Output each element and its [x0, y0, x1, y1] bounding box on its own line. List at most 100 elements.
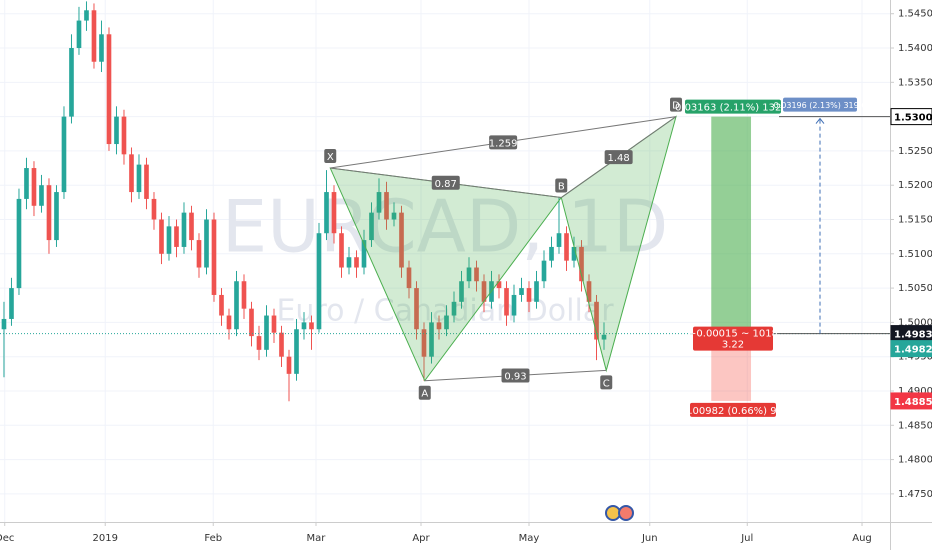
candle-body [151, 198, 157, 220]
candle-body [549, 246, 554, 261]
candle-body [316, 233, 322, 330]
y-tick-label: 1.51000 [898, 249, 932, 260]
ratio-box [604, 150, 633, 165]
candle-body [249, 308, 254, 337]
candle-body [286, 356, 292, 374]
point-label: B [558, 182, 565, 193]
candle-body [384, 192, 389, 220]
candle-body [481, 281, 487, 302]
x-tick-label: Aug [852, 533, 872, 544]
candle-body [406, 267, 412, 289]
candle-body [459, 281, 464, 302]
y-tick-label: 1.48000 [898, 455, 932, 466]
candle-body [99, 34, 104, 62]
candle-body [181, 212, 187, 247]
entry-label: −0.00015 ~ 1018 [688, 329, 778, 340]
ratio-label: 3.22 [722, 340, 744, 351]
candle-body [414, 288, 419, 330]
candle-body [496, 281, 502, 289]
candle-body [91, 10, 97, 62]
candle-body [24, 168, 29, 199]
measure-label-box [783, 97, 857, 112]
candle-body [144, 164, 149, 199]
point-box [600, 375, 613, 390]
x-tick-label: Jul [740, 533, 753, 544]
candle-body [519, 288, 524, 295]
ratio-label: 0.87 [435, 179, 457, 190]
candle-body [586, 281, 592, 302]
candle-body [466, 267, 472, 282]
price-tag-label: 1.49822 [894, 345, 932, 356]
y-tick-label: 1.48500 [898, 420, 932, 431]
candle-body [451, 301, 457, 316]
candle-body [121, 116, 127, 155]
candle-body [271, 315, 277, 333]
candle-body [204, 219, 209, 268]
target-label-box [685, 99, 781, 114]
watermark: EURCAD, 1D [222, 185, 669, 269]
y-tick-label: 1.49500 [898, 352, 932, 363]
candle-body [354, 257, 359, 268]
candle-body [579, 246, 584, 282]
ratio-box [431, 175, 460, 190]
y-tick-label: 1.54000 [898, 43, 932, 54]
candle-body [564, 233, 569, 261]
plot: 1.259 0.87 1.48 0.93 X A B C D0.03163 (2.11%) 13… [0, 1, 890, 417]
candle-body [279, 332, 284, 357]
candle-body [196, 240, 202, 268]
y-tick-label: 1.47500 [898, 489, 932, 500]
candle-body [174, 226, 179, 247]
measure-label: 0.03196 (2.13%) 319.6 [774, 101, 867, 110]
candle-body [16, 198, 22, 289]
price-tag [890, 108, 932, 126]
x-tick-label: Jun [641, 533, 658, 544]
candle-body [429, 322, 434, 357]
ratio-box [501, 368, 530, 383]
candle-body [219, 294, 224, 316]
y-tick-label: 1.51500 [898, 215, 932, 226]
price-tag-label: 1.48855 [894, 397, 932, 408]
candle-body [294, 329, 299, 374]
candle-body [166, 226, 172, 254]
candle-body [136, 164, 142, 193]
x-tick-label: Dec [0, 533, 14, 544]
candle-body [504, 288, 509, 316]
price-tag-label: 1.53000 [894, 113, 932, 124]
candle-body [39, 185, 44, 206]
candle-body [211, 219, 217, 295]
candle-body [256, 336, 262, 350]
target-label: 0.03163 (2.11%) 132.2 [675, 103, 791, 114]
point-box [324, 149, 337, 164]
candle-body [54, 192, 59, 241]
x-tick-label: Mar [307, 533, 327, 544]
ratio-label: 1.48 [608, 153, 630, 164]
axes: 1.47500 1.48000 1.48500 1.49000 1.49500 1.500… [0, 9, 932, 544]
candle-body [399, 212, 404, 268]
y-tick-label: 1.54500 [898, 9, 932, 20]
icon[interactable] [605, 505, 621, 521]
candle-body [331, 192, 337, 234]
candle-body [421, 329, 427, 357]
price-tag-label: 1.49837 [894, 330, 932, 341]
icon[interactable] [618, 505, 634, 521]
candle-body [31, 168, 37, 206]
toolbar-icons[interactable] [605, 505, 634, 521]
point-box [555, 178, 568, 193]
candle-body [9, 288, 14, 319]
target-zone [711, 116, 752, 334]
candle-body [594, 301, 599, 340]
candle-body [264, 315, 269, 350]
measure-arrowhead [815, 117, 825, 124]
stop-label-box [690, 402, 776, 417]
x-tick-label: May [519, 533, 540, 544]
candle-body [556, 233, 562, 247]
candle-body [241, 281, 247, 309]
candle-body [189, 212, 194, 241]
candle-body [84, 10, 89, 21]
candle-body [324, 192, 329, 234]
candle-body [571, 246, 577, 261]
point-label: X [327, 152, 334, 163]
y-tick-label: 1.52500 [898, 146, 932, 157]
